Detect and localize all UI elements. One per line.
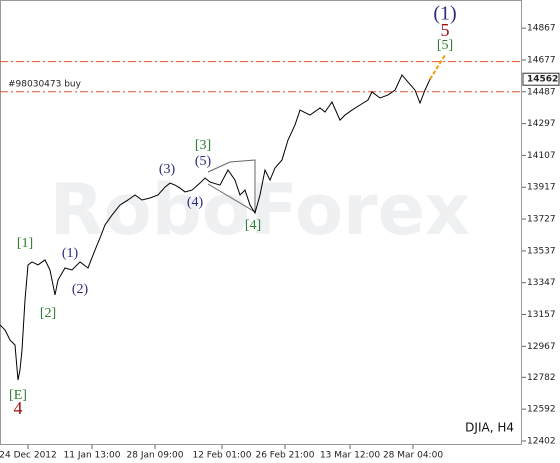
y-tick-label: 12592	[527, 405, 556, 415]
x-tick-label: 13 Mar 12:00	[320, 451, 380, 461]
wave-label: (5)	[195, 154, 212, 169]
price-label: 14562	[527, 75, 558, 85]
y-tick-label: 14107	[527, 151, 556, 161]
wave-label: [2]	[40, 306, 56, 321]
y-tick-label: 14867	[527, 24, 556, 34]
y-tick-label: 13917	[527, 183, 556, 193]
y-tick-label: 12967	[527, 342, 556, 352]
y-tick-label: 14487	[527, 87, 556, 97]
forecast-line	[429, 54, 446, 80]
order-label: #98030473 buy	[8, 80, 82, 90]
y-tick-label: 13537	[527, 246, 556, 256]
symbol-label: DJIA, H4	[465, 421, 514, 435]
wave-label: [4]	[245, 218, 261, 233]
x-tick-label: 11 Jan 13:00	[64, 451, 121, 461]
price-box	[522, 72, 560, 86]
y-tick-label: 13727	[527, 215, 556, 225]
y-tick-label: 14677	[527, 55, 556, 65]
y-tick-label: 12782	[527, 373, 556, 383]
y-tick-label: 13157	[527, 310, 556, 320]
wave-label: (2)	[72, 282, 89, 297]
wave-label: [E]	[9, 388, 27, 403]
x-tick-label: 28 Jan 09:00	[127, 451, 184, 461]
x-tick-label: 28 Mar 04:00	[383, 451, 443, 461]
wave-label: 4	[14, 398, 23, 418]
y-tick-label: 12402	[527, 436, 556, 446]
price-line	[0, 74, 431, 381]
wave-label: [3]	[195, 138, 211, 153]
wave-label: 5	[441, 20, 450, 40]
watermark: RoboForex	[50, 169, 470, 251]
triangle	[207, 183, 256, 213]
wave-label: (4)	[187, 195, 204, 210]
wave-label: (1)	[433, 3, 456, 25]
triangle	[207, 159, 256, 212]
plot-frame	[0, 0, 522, 445]
x-tick-label: 26 Feb 21:00	[255, 451, 314, 461]
y-tick-label: 13347	[527, 278, 556, 288]
y-tick-label: 14297	[527, 119, 556, 129]
x-tick-label: 12 Feb 01:00	[192, 451, 251, 461]
wave-label: (3)	[159, 162, 176, 177]
x-tick-label: 24 Dec 2012	[0, 451, 57, 461]
wave-label: [1]	[17, 236, 33, 251]
wave-label: (1)	[62, 246, 79, 261]
wave-label: [5]	[437, 38, 453, 53]
